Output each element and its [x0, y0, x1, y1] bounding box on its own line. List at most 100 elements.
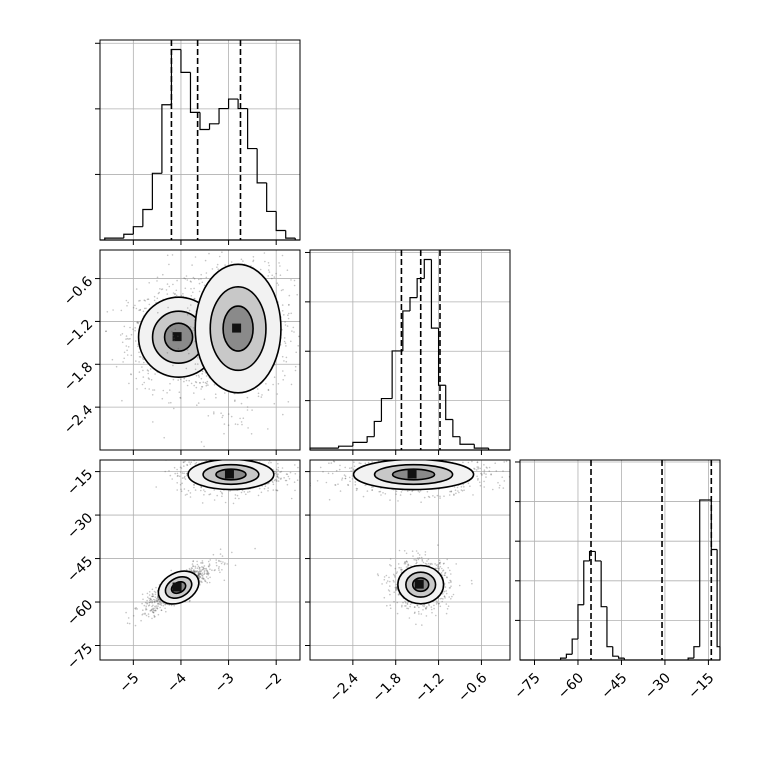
joint-param-1-vs-param-2-point [225, 454, 227, 456]
joint-param-2-vs-param-3-point [413, 612, 416, 614]
joint-param-1-vs-param-2-point [201, 281, 204, 284]
joint-param-1-vs-param-3-point [288, 478, 291, 480]
joint-param-1-vs-param-3-point [294, 489, 296, 492]
joint-param-2-vs-param-3-point [467, 461, 470, 464]
joint-param-1-vs-param-3-point [185, 569, 188, 571]
joint-param-1-vs-param-2-point [193, 277, 196, 280]
joint-param-1-vs-param-3-point [150, 609, 153, 611]
joint-param-1-vs-param-3-point [153, 614, 155, 617]
joint-param-2-vs-param-3-point [442, 593, 444, 595]
joint-param-2-vs-param-3-point [503, 480, 506, 482]
joint-param-1-vs-param-2-point [194, 363, 197, 365]
joint-param-1-vs-param-2-point [175, 289, 178, 292]
joint-param-1-vs-param-3-point [199, 575, 201, 578]
joint-param-2-vs-param-3-point [418, 554, 421, 556]
joint-param-2-vs-param-3-point [349, 467, 351, 470]
joint-param-1-vs-param-3-point [164, 470, 166, 473]
joint-param-1-vs-param-2-point [161, 397, 164, 400]
joint-param-1-vs-param-2-point [123, 325, 126, 328]
joint-param-1-vs-param-3-point [195, 570, 197, 572]
joint-param-1-vs-param-3-point [148, 597, 150, 600]
joint-param-2-vs-param-3-point [397, 500, 399, 502]
hist-param-3-bar-2 [571, 638, 578, 655]
joint-param-1-vs-param-3-point [198, 574, 200, 576]
joint-param-2-vs-param-3-point [450, 490, 453, 493]
joint-param-1-vs-param-2-point [188, 379, 190, 382]
joint-param-1-vs-param-3-point [184, 494, 187, 496]
joint-param-1-vs-param-3-point [135, 607, 137, 609]
joint-param-1-vs-param-2-point [172, 364, 174, 367]
joint-param-2-vs-param-3-point [393, 456, 395, 458]
joint-param-1-vs-param-3-point [211, 569, 213, 571]
joint-param-1-vs-param-3-point [214, 569, 216, 571]
joint-param-1-vs-param-2-point [292, 326, 295, 329]
joint-param-1-vs-param-3-point [188, 600, 191, 603]
joint-param-2-vs-param-3-point [401, 605, 403, 608]
joint-param-2-vs-param-3-point [458, 491, 460, 494]
joint-param-1-vs-param-2-point [252, 259, 255, 262]
joint-param-2-vs-param-3-point [430, 457, 432, 459]
joint-param-1-vs-param-2-point [166, 293, 169, 295]
joint-param-1-vs-param-3-point [274, 470, 276, 473]
joint-param-1-vs-param-3-point [170, 569, 172, 572]
joint-param-2-vs-param-3-point [344, 477, 347, 480]
joint-param-2-vs-param-3-point [490, 473, 492, 475]
joint-param-1-vs-param-3-peak-1 [172, 582, 182, 592]
joint-param-2-vs-param-3-point [436, 567, 439, 569]
joint-param-1-vs-param-3-point [197, 574, 200, 576]
hist-param-2-bar-8 [409, 297, 418, 311]
joint-param-1-vs-param-2-point [197, 374, 200, 377]
joint-param-1-vs-param-3-point [196, 570, 199, 572]
joint-param-1-vs-param-2-point [191, 264, 193, 266]
joint-param-1-vs-param-2-point [290, 383, 293, 386]
joint-param-1-vs-param-2-peak-0 [172, 332, 182, 342]
hist-param-3-bar-13 [699, 499, 706, 647]
joint-param-1-vs-param-3-point [176, 482, 178, 484]
joint-param-2-vs-param-3-point [448, 494, 451, 496]
joint-param-2-vs-param-3-point [443, 590, 446, 593]
joint-param-1-vs-param-2-point [173, 339, 175, 342]
joint-param-1-vs-param-2-point [127, 301, 129, 304]
joint-param-1-vs-param-3-point [155, 609, 157, 612]
joint-param-2-vs-param-3-point [401, 568, 403, 571]
joint-param-1-vs-param-2-point [224, 392, 226, 394]
joint-param-1-vs-param-3-point [157, 605, 159, 607]
joint-param-2-vs-param-3-point [394, 586, 397, 589]
joint-param-1-vs-param-3-point [216, 453, 218, 455]
joint-param-1-vs-param-3-point [193, 484, 195, 486]
joint-param-1-vs-param-3-point [151, 595, 154, 597]
joint-param-1-vs-param-2-point [206, 380, 209, 383]
joint-param-2-vs-param-3-point [381, 583, 383, 585]
joint-param-1-vs-param-2-point [296, 293, 299, 296]
joint-param-2-vs-param-3-point [428, 604, 430, 607]
joint-param-1-vs-param-3-point [151, 601, 154, 603]
joint-param-1-vs-param-3-point [151, 595, 154, 598]
joint-param-2-vs-param-3-point [453, 494, 455, 496]
joint-param-1-vs-param-2-point [282, 370, 284, 372]
joint-param-1-vs-param-2-point [173, 407, 175, 410]
joint-param-2-vs-param-3-point [418, 491, 421, 493]
joint-param-1-vs-param-3-point [197, 574, 199, 577]
joint-param-1-vs-param-2-point [173, 337, 175, 340]
hist-param-1-bg [100, 40, 300, 240]
joint-param-2-vs-param-3-point [373, 455, 375, 457]
joint-param-1-vs-param-2-point [240, 246, 242, 248]
joint-param-2-vs-param-3-point [460, 489, 463, 491]
joint-param-2-vs-param-3-point [443, 595, 446, 598]
joint-param-2-vs-param-3-point [406, 607, 408, 610]
joint-param-1-vs-param-2-point [287, 314, 289, 317]
joint-param-1-vs-param-3-point [285, 479, 288, 482]
joint-param-2-vs-param-3-point [415, 559, 417, 561]
joint-param-2-vs-param-3-bg [310, 460, 510, 660]
hist-param-3-bar-11 [687, 657, 694, 660]
hist-param-1-bar-2 [132, 226, 143, 235]
joint-param-2-vs-param-3-point [404, 605, 406, 607]
joint-param-1-vs-param-3-point [158, 601, 161, 603]
joint-param-2-vs-param-3-point [360, 462, 362, 465]
joint-param-1-vs-param-3-point [234, 564, 237, 567]
joint-param-2-vs-param-3-point [424, 551, 427, 553]
joint-param-1-vs-param-3-point [199, 573, 201, 575]
joint-param-1-vs-param-2-point [130, 354, 133, 357]
joint-param-1-vs-param-2-point [129, 326, 131, 329]
joint-param-2-vs-param-3-point [393, 574, 396, 577]
